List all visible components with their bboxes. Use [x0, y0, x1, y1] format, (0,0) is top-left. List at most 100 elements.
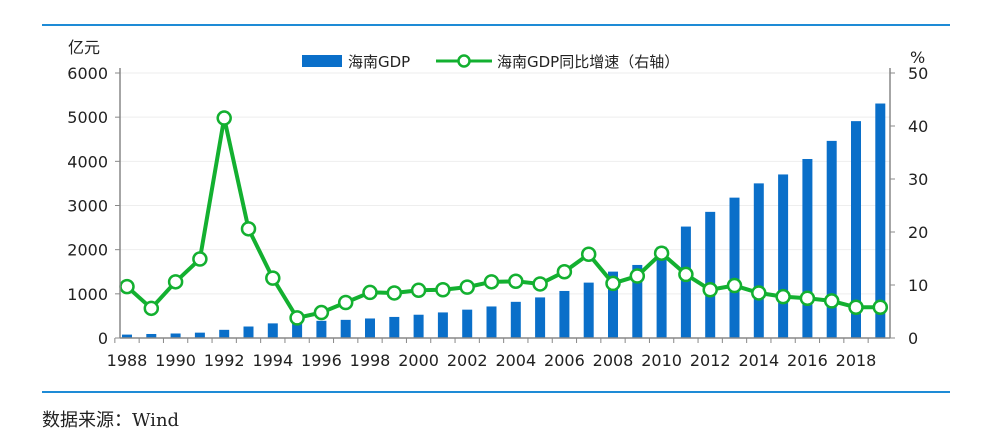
x-tick-label: 2012: [690, 351, 731, 370]
x-tick-label: 2006: [544, 351, 585, 370]
x-tick-label: 2010: [641, 351, 682, 370]
gdp-bar: [729, 197, 740, 338]
growth-point: [605, 275, 621, 292]
growth-point: [678, 266, 694, 283]
gdp-bar: [437, 312, 448, 338]
growth-line: [125, 116, 881, 320]
x-tick-label: 1996: [301, 351, 342, 370]
growth-point: [313, 304, 330, 321]
gdp-bar: [462, 309, 473, 338]
growth-point: [629, 268, 646, 284]
growth-point: [167, 274, 184, 290]
growth-point: [386, 285, 403, 301]
growth-point: [751, 285, 767, 301]
gdp-bar: [802, 158, 813, 338]
right-tick-label: 40: [908, 117, 928, 136]
growth-point: [143, 300, 160, 317]
gdp-bar: [170, 333, 181, 338]
legend-bar-swatch: [302, 55, 342, 67]
gdp-bar: [219, 329, 230, 338]
x-tick-label: 2018: [836, 351, 877, 370]
gdp-bar: [875, 103, 886, 338]
gdp-bar: [680, 226, 691, 338]
growth-point: [872, 299, 889, 316]
x-tick-label: 2000: [398, 351, 439, 370]
growth-point: [775, 288, 791, 305]
growth-point: [337, 294, 354, 311]
legend-line-marker: [457, 54, 471, 68]
growth-point: [240, 221, 257, 237]
gdp-bar: [583, 282, 594, 338]
growth-point: [580, 246, 597, 263]
left-tick-label: 1000: [67, 285, 108, 304]
growth-point: [216, 110, 232, 126]
x-tick-label: 1988: [107, 351, 148, 370]
left-tick-label: 0: [98, 329, 108, 348]
gdp-bar: [510, 301, 521, 338]
growth-point: [702, 282, 718, 298]
gdp-bar: [146, 333, 157, 338]
x-tick-label: 1994: [252, 351, 293, 370]
legend-line-label: 海南GDP同比增速（右轴）: [497, 53, 679, 71]
x-tick-label: 2002: [447, 351, 488, 370]
x-tick-label: 1998: [350, 351, 391, 370]
growth-point: [119, 278, 135, 295]
growth-point: [799, 290, 816, 306]
growth-point: [483, 274, 500, 290]
growth-point: [532, 276, 548, 292]
legend: 海南GDP 海南GDP同比增速（右轴）: [302, 53, 679, 71]
x-tick-label: 2004: [495, 351, 536, 370]
right-tick-label: 20: [908, 223, 928, 242]
growth-point: [459, 279, 475, 295]
left-tick-label: 6000: [67, 64, 108, 83]
growth-point: [362, 284, 378, 301]
gdp-bar: [608, 271, 618, 338]
left-tick-label: 2000: [67, 241, 108, 260]
gdp-bar: [486, 306, 497, 338]
right-tick-label: 0: [908, 329, 918, 348]
growth-point: [289, 310, 305, 326]
left-tick-label: 5000: [67, 108, 108, 127]
growth-point: [508, 273, 524, 290]
right-tick-label: 10: [908, 276, 928, 295]
gdp-bar: [316, 320, 327, 338]
legend-bar-label: 海南GDP: [348, 53, 410, 71]
gdp-bar: [559, 290, 570, 338]
growth-point: [848, 299, 864, 316]
growth-point: [653, 245, 670, 261]
gdp-bar: [753, 183, 764, 338]
x-tick-label: 2014: [738, 351, 779, 370]
growth-point: [726, 277, 743, 294]
gdp-bar: [389, 316, 400, 338]
x-tick-label: 2008: [593, 351, 634, 370]
x-tick-label: 1992: [204, 351, 245, 370]
growth-point: [192, 251, 208, 267]
gdp-bar: [194, 332, 205, 338]
gdp-bar: [292, 321, 303, 338]
gdp-bar: [122, 334, 132, 338]
right-axis-unit: %: [910, 48, 925, 67]
gdp-bar: [826, 140, 837, 338]
gdp-bar: [705, 211, 716, 338]
gdp-bar: [535, 297, 546, 338]
gdp-bar: [365, 318, 375, 338]
gdp-bar: [778, 174, 789, 338]
growth-point: [435, 282, 451, 298]
x-tick-label: 2016: [787, 351, 828, 370]
left-tick-label: 3000: [67, 197, 108, 216]
left-tick-label: 4000: [67, 152, 108, 171]
gdp-bar: [632, 264, 643, 338]
gdp-bar: [413, 314, 424, 338]
growth-point: [823, 293, 840, 309]
x-tick-label: 1990: [155, 351, 196, 370]
gdp-bar: [656, 246, 667, 338]
growth-point: [410, 282, 427, 299]
gdp-bar: [243, 326, 254, 338]
gdp-bar: [851, 121, 861, 339]
right-tick-label: 50: [908, 64, 928, 83]
source-note: 数据来源：Wind: [42, 410, 180, 431]
growth-point: [265, 270, 281, 286]
growth-point: [556, 264, 573, 280]
